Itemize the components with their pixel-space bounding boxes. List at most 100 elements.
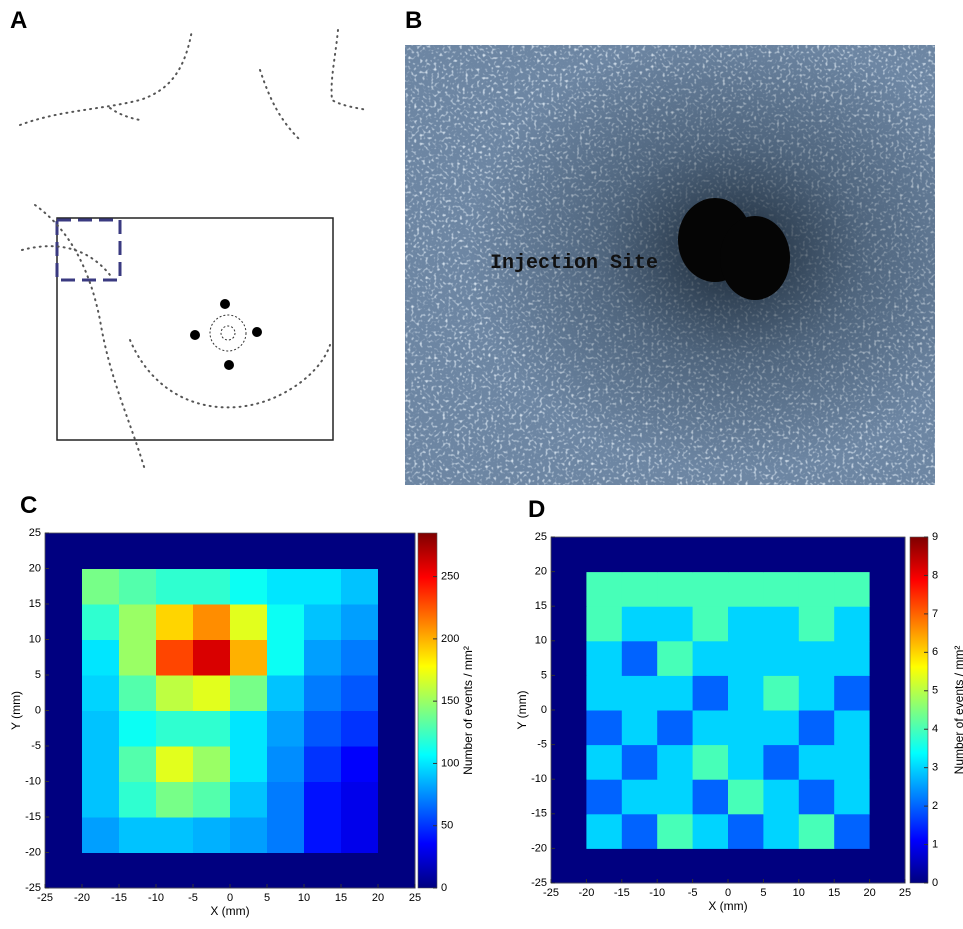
heatmap-cell bbox=[693, 675, 729, 710]
heatmap-cell bbox=[586, 606, 622, 641]
y-tick-label: 20 bbox=[535, 566, 547, 578]
heatmap-cell bbox=[304, 675, 342, 711]
heatmap-cell bbox=[551, 537, 587, 572]
y-tick-label: -5 bbox=[537, 739, 547, 751]
heatmap-cell bbox=[193, 604, 231, 640]
heatmap-cell bbox=[586, 641, 622, 676]
heatmap-cell bbox=[586, 779, 622, 814]
heatmap-cell bbox=[378, 675, 416, 711]
x-tick-label: 15 bbox=[335, 892, 347, 904]
heatmap-cell bbox=[834, 572, 870, 607]
y-tick-label: 10 bbox=[535, 635, 547, 647]
heatmap-cell bbox=[230, 746, 268, 782]
heatmap-cell bbox=[378, 711, 416, 747]
heatmap-cell bbox=[119, 675, 157, 711]
heatmap-cell bbox=[693, 641, 729, 676]
heatmap-cell bbox=[341, 675, 379, 711]
heatmap-cell bbox=[693, 606, 729, 641]
heatmap-cell bbox=[657, 779, 693, 814]
heatmap-cell bbox=[156, 604, 194, 640]
heatmap-cell bbox=[45, 711, 83, 747]
dotted-curve bbox=[110, 108, 140, 120]
heatmap-cell bbox=[763, 814, 799, 849]
heatmap-cell bbox=[693, 572, 729, 607]
heatmap-cell bbox=[622, 641, 658, 676]
heatmap-cell bbox=[586, 814, 622, 849]
y-tick-label: -25 bbox=[531, 877, 547, 889]
heatmap-cell bbox=[586, 675, 622, 710]
x-tick-label: 10 bbox=[298, 892, 310, 904]
heatmap-cell bbox=[119, 711, 157, 747]
colorbar-tick-label: 3 bbox=[932, 762, 938, 774]
heatmap-cell bbox=[82, 853, 120, 889]
heatmap-cell bbox=[586, 848, 622, 883]
heatmap-cell bbox=[304, 746, 342, 782]
heatmap-cell bbox=[763, 675, 799, 710]
marker bbox=[224, 360, 234, 370]
heatmap-cell bbox=[763, 779, 799, 814]
zoom-box bbox=[57, 220, 120, 280]
dotted-curve bbox=[260, 70, 300, 140]
heatmap-cell bbox=[341, 569, 379, 605]
heatmap-cell bbox=[82, 533, 120, 569]
heatmap-cell bbox=[622, 606, 658, 641]
heatmap-cell bbox=[870, 814, 906, 849]
heatmap-cell bbox=[622, 675, 658, 710]
heatmap-cell bbox=[834, 814, 870, 849]
heatmap-cell bbox=[870, 745, 906, 780]
heatmap-cell bbox=[657, 848, 693, 883]
heatmap-cell bbox=[156, 569, 194, 605]
heatmap-cell bbox=[870, 537, 906, 572]
heatmap-cell bbox=[45, 782, 83, 818]
dotted-curve bbox=[20, 30, 192, 125]
colorbar-tick-label: 9 bbox=[932, 531, 938, 543]
colorbar-tick-label: 2 bbox=[932, 800, 938, 812]
heatmap-cell bbox=[378, 853, 416, 889]
heatmap-cell bbox=[378, 640, 416, 676]
heatmap-cell bbox=[156, 853, 194, 889]
heatmap-cell bbox=[728, 848, 764, 883]
x-tick-label: 0 bbox=[227, 892, 233, 904]
heatmap-cell bbox=[763, 606, 799, 641]
heatmap-cell bbox=[622, 745, 658, 780]
heatmap-cell bbox=[551, 641, 587, 676]
y-axis-label: Y (mm) bbox=[9, 691, 23, 730]
heatmap-cell bbox=[799, 779, 835, 814]
heatmap-cell bbox=[82, 782, 120, 818]
heatmap-cell bbox=[193, 533, 231, 569]
heatmap-cell bbox=[230, 675, 268, 711]
heatmap-cell bbox=[799, 641, 835, 676]
x-axis-label: X (mm) bbox=[708, 899, 747, 913]
heatmap-cell bbox=[341, 604, 379, 640]
x-tick-label: 25 bbox=[899, 887, 911, 899]
heatmap-cell bbox=[799, 572, 835, 607]
heatmap-cell bbox=[341, 533, 379, 569]
x-tick-label: -15 bbox=[111, 892, 127, 904]
heatmap-cell bbox=[551, 745, 587, 780]
heatmap-cell bbox=[799, 814, 835, 849]
heatmap-cell bbox=[193, 782, 231, 818]
heatmap-cell bbox=[799, 675, 835, 710]
heatmap-cell bbox=[119, 782, 157, 818]
heatmap-cell bbox=[45, 746, 83, 782]
heatmap-cell bbox=[657, 745, 693, 780]
heatmap-cell bbox=[728, 745, 764, 780]
x-tick-label: -15 bbox=[614, 887, 630, 899]
heatmap-cell bbox=[551, 606, 587, 641]
heatmap-cell bbox=[378, 782, 416, 818]
dotted-curve bbox=[22, 246, 110, 275]
y-tick-label: 5 bbox=[541, 669, 547, 681]
heatmap-cell bbox=[119, 853, 157, 889]
heatmap-cell bbox=[267, 533, 305, 569]
heatmap-cell bbox=[586, 537, 622, 572]
heatmap-cell bbox=[304, 533, 342, 569]
heatmap-cell bbox=[657, 606, 693, 641]
colorbar-tick-label: 50 bbox=[441, 820, 453, 832]
x-tick-label: 25 bbox=[409, 892, 421, 904]
y-tick-label: 5 bbox=[35, 669, 41, 681]
heatmap-cell bbox=[119, 533, 157, 569]
heatmap-cell bbox=[622, 779, 658, 814]
heatmap-cell bbox=[870, 710, 906, 745]
heatmap-cell bbox=[834, 848, 870, 883]
heatmap-cell bbox=[834, 710, 870, 745]
